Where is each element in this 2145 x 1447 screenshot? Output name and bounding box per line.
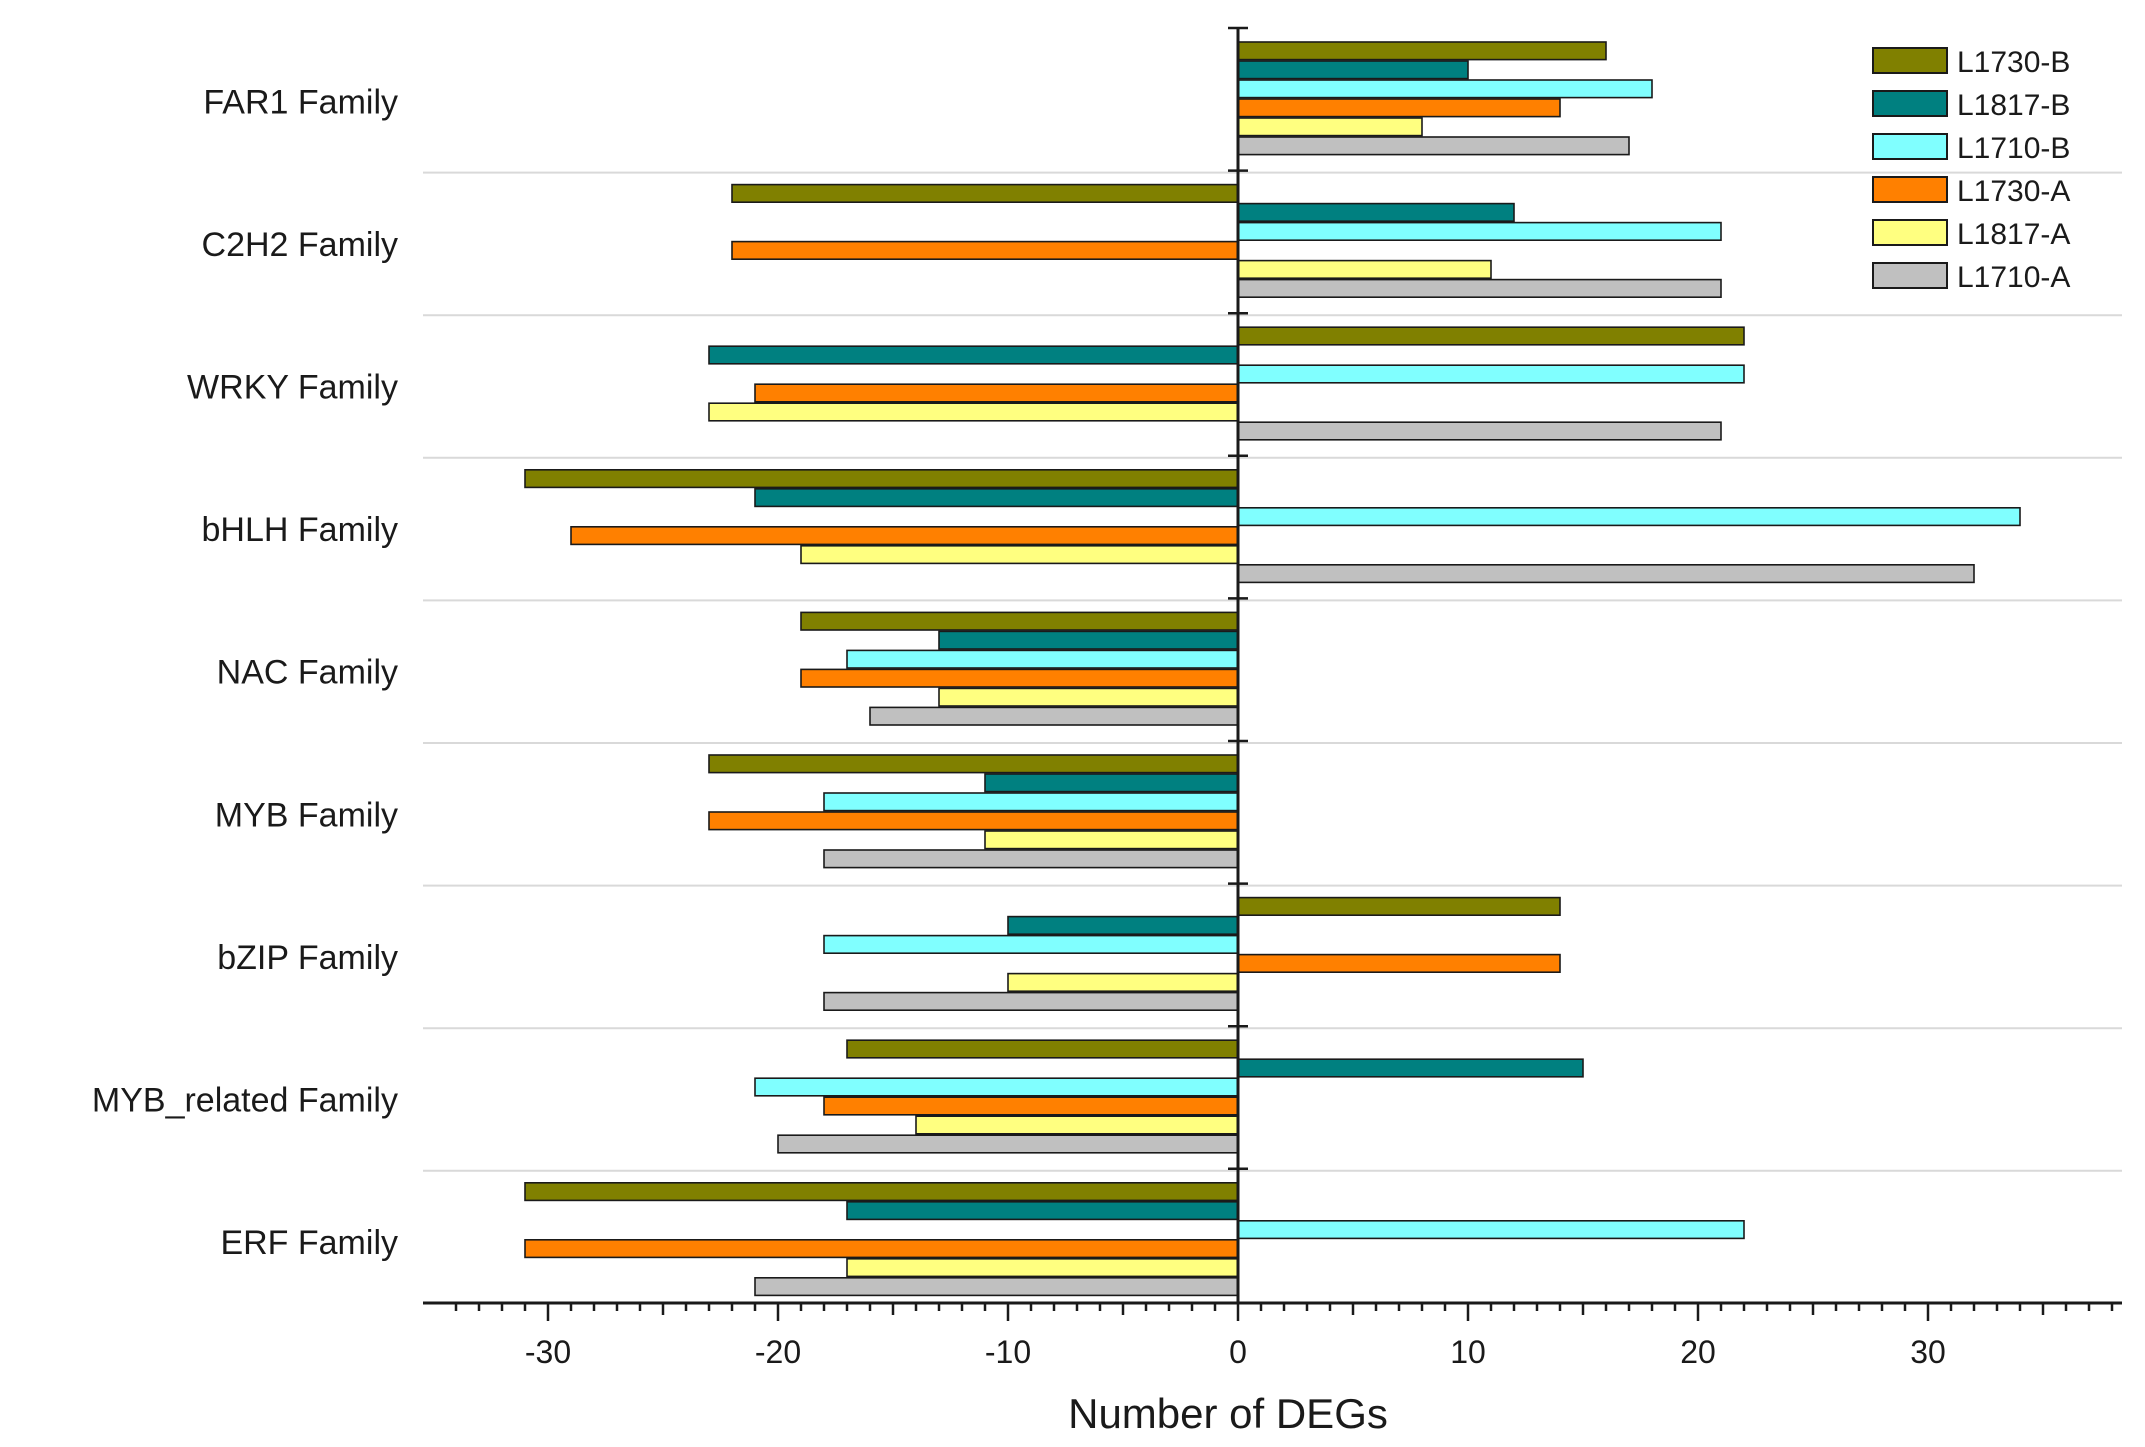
- bar: [1237, 259, 1492, 280]
- legend: L1730-B L1817-B L1710-B L1730-A L1817-A L1710…: [1872, 46, 2070, 294]
- bar: [800, 668, 1239, 688]
- bar: [524, 1239, 1239, 1259]
- legend-label: L1710-A: [1957, 261, 2070, 294]
- bar: [800, 544, 1239, 565]
- bar: [524, 468, 1239, 489]
- legend-swatch: [1872, 262, 1948, 289]
- bar: [823, 1096, 1239, 1116]
- legend-label: L1817-A: [1957, 218, 2070, 251]
- x-tick-label: -30: [525, 1334, 571, 1370]
- bar: [823, 991, 1239, 1011]
- category-label: WRKY Family: [187, 369, 398, 407]
- bar: [754, 1277, 1239, 1297]
- legend-swatch: [1872, 47, 1948, 74]
- bar: [1237, 1058, 1584, 1078]
- bar: [1237, 506, 2021, 527]
- bar: [846, 1201, 1239, 1221]
- bar: [1237, 896, 1561, 916]
- category-labels: FAR1 Family C2H2 Family WRKY Family bHLH Fa…: [92, 83, 398, 1262]
- bar: [938, 630, 1239, 650]
- category-label: C2H2 Family: [202, 226, 398, 264]
- bar: [1237, 953, 1561, 973]
- bar: [1237, 60, 1469, 80]
- bar: [1237, 1220, 1745, 1240]
- bar: [754, 1077, 1239, 1097]
- x-tick-label: 0: [1229, 1334, 1247, 1370]
- bar: [938, 687, 1239, 707]
- bar: [984, 773, 1239, 793]
- bar: [708, 754, 1239, 774]
- bar: [1237, 136, 1630, 156]
- bar: [846, 649, 1239, 669]
- bars-group: [524, 41, 2021, 1297]
- bar: [754, 487, 1239, 508]
- bar: [708, 402, 1239, 422]
- bar: [1007, 915, 1239, 935]
- bar: [823, 792, 1239, 812]
- x-tick-label: -20: [755, 1334, 801, 1370]
- x-tick-label: 20: [1680, 1334, 1716, 1370]
- bar: [754, 383, 1239, 403]
- bar: [731, 183, 1239, 204]
- bar: [1237, 221, 1722, 242]
- legend-swatch: [1872, 176, 1948, 203]
- legend-label: L1730-A: [1957, 175, 2070, 208]
- category-label: MYB Family: [215, 796, 398, 834]
- legend-label: L1817-B: [1957, 89, 2070, 122]
- category-label: NAC Family: [217, 654, 398, 692]
- zero-axis: [1228, 26, 1248, 1303]
- bar: [1237, 98, 1561, 118]
- bar: [708, 345, 1239, 365]
- bar: [524, 1182, 1239, 1202]
- x-tick-label: 10: [1450, 1334, 1486, 1370]
- bar: [731, 240, 1239, 261]
- x-tick-label: 30: [1910, 1334, 1946, 1370]
- bar: [869, 706, 1239, 726]
- bar: [823, 934, 1239, 954]
- bar: [1237, 326, 1745, 346]
- legend-label: L1730-B: [1957, 46, 2070, 79]
- x-tick-label: -10: [985, 1334, 1031, 1370]
- bar: [846, 1258, 1239, 1278]
- bar: [1237, 278, 1722, 299]
- category-label: ERF Family: [220, 1224, 398, 1262]
- bar: [1237, 364, 1745, 384]
- bar: [1007, 972, 1239, 992]
- bar: [1237, 79, 1653, 99]
- category-label: bHLH Family: [202, 511, 398, 549]
- category-separators: [423, 171, 2122, 1172]
- bar: [1237, 202, 1515, 223]
- bar: [915, 1115, 1239, 1135]
- bar: [800, 611, 1239, 631]
- bar: [777, 1134, 1239, 1154]
- bar: [1237, 421, 1722, 441]
- x-axis-title: Number of DEGs: [1068, 1390, 1388, 1437]
- bar: [708, 811, 1239, 831]
- bar: [984, 830, 1239, 850]
- bar: [823, 849, 1239, 869]
- bar: [1237, 117, 1423, 137]
- category-label: bZIP Family: [217, 939, 398, 977]
- bar: [1237, 41, 1607, 61]
- x-axis: -30 -20 -10 0 10 20 30: [423, 1301, 2122, 1370]
- legend-swatch: [1872, 90, 1948, 117]
- legend-swatch: [1872, 133, 1948, 160]
- bar: [570, 525, 1239, 546]
- bar: [1237, 563, 1975, 584]
- legend-swatch: [1872, 219, 1948, 246]
- category-label: FAR1 Family: [203, 83, 398, 121]
- bar: [846, 1039, 1239, 1059]
- category-label: MYB_related Family: [92, 1082, 398, 1120]
- legend-label: L1710-B: [1957, 132, 2070, 165]
